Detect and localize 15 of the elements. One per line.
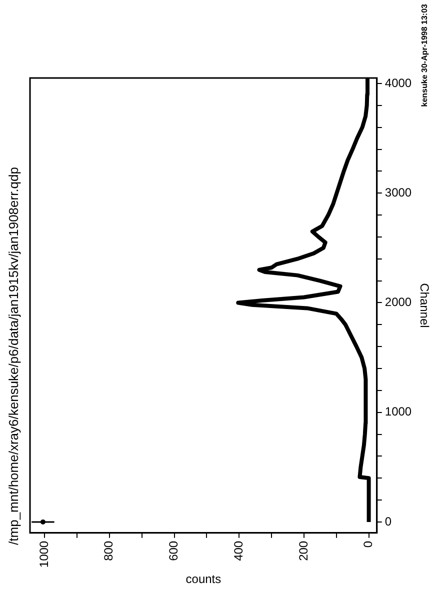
x-tick-label: 200 xyxy=(296,540,310,561)
x-axis-title: counts xyxy=(186,572,222,586)
x-tick-label: 1000 xyxy=(36,540,51,568)
y-tick-label: 0 xyxy=(384,514,392,528)
y-axis-title: Channel xyxy=(417,283,432,328)
x-tick-label: 600 xyxy=(166,540,181,561)
y-tick-label: 2000 xyxy=(384,295,412,310)
y-tick-label: 3000 xyxy=(384,185,412,200)
text: /tmp_mnt/home/xray6/kensuke/p6/data/jan1915kv/jan1908err.qdp xyxy=(6,167,21,545)
y-tick-label: 4000 xyxy=(384,76,412,90)
x-tick-label: 0 xyxy=(361,540,376,548)
text: kensuke 30-Apr-1998 13:03 xyxy=(420,4,429,107)
x-tick-label: 800 xyxy=(102,540,116,561)
x-tick-label: 400 xyxy=(231,540,246,561)
y-tick-label: 1000 xyxy=(384,404,412,419)
